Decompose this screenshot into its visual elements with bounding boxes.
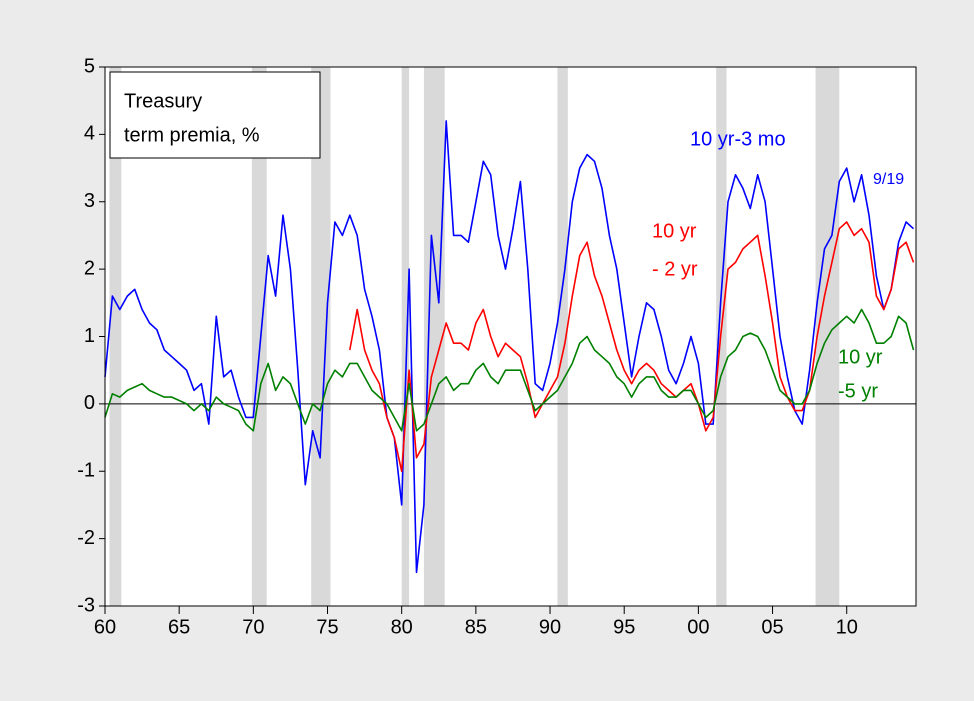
- x-tick-label: 60: [94, 616, 116, 638]
- y-tick-label: 1: [84, 325, 95, 347]
- series-line: [104, 308, 915, 432]
- y-tick-label: 4: [84, 123, 95, 145]
- x-tick-label: 85: [465, 616, 487, 638]
- y-tick-label: -2: [77, 527, 95, 549]
- x-tick-label: 80: [391, 616, 413, 638]
- y-tick-label: -3: [77, 594, 95, 616]
- recession-band: [401, 67, 410, 606]
- x-tick-label: 70: [242, 616, 264, 638]
- annotation: 10 yr-3 mo: [690, 128, 786, 150]
- annotation: - 2 yr: [652, 258, 698, 280]
- annotation: -5 yr: [838, 380, 878, 402]
- y-tick-label: 3: [84, 190, 95, 212]
- annotation: 9/19: [873, 171, 904, 188]
- plot-layer: [104, 67, 916, 606]
- x-tick-label: 95: [613, 616, 635, 638]
- recession-band: [251, 67, 267, 606]
- recession-band: [109, 67, 122, 606]
- series-line: [104, 120, 915, 574]
- y-tick-label: 0: [84, 392, 95, 414]
- y-tick-label: 2: [84, 257, 95, 279]
- title-line: term premia, %: [124, 124, 260, 146]
- recession-band: [423, 67, 445, 606]
- title-box: [109, 71, 321, 159]
- x-tick-label: 90: [539, 616, 561, 638]
- x-tick-label: 65: [168, 616, 190, 638]
- x-tick-label: 10: [836, 616, 858, 638]
- x-tick-label: 75: [316, 616, 338, 638]
- annotation: 10 yr: [652, 220, 697, 242]
- x-tick-label: 00: [687, 616, 709, 638]
- recession-band: [557, 67, 568, 606]
- recession-band: [311, 67, 331, 606]
- x-tick-label: 05: [761, 616, 783, 638]
- y-tick-label: -1: [77, 460, 95, 482]
- annotation: 10 yr: [838, 346, 883, 368]
- title-line: Treasury: [124, 90, 202, 112]
- y-tick-label: 5: [84, 55, 95, 77]
- series-line: [349, 221, 915, 473]
